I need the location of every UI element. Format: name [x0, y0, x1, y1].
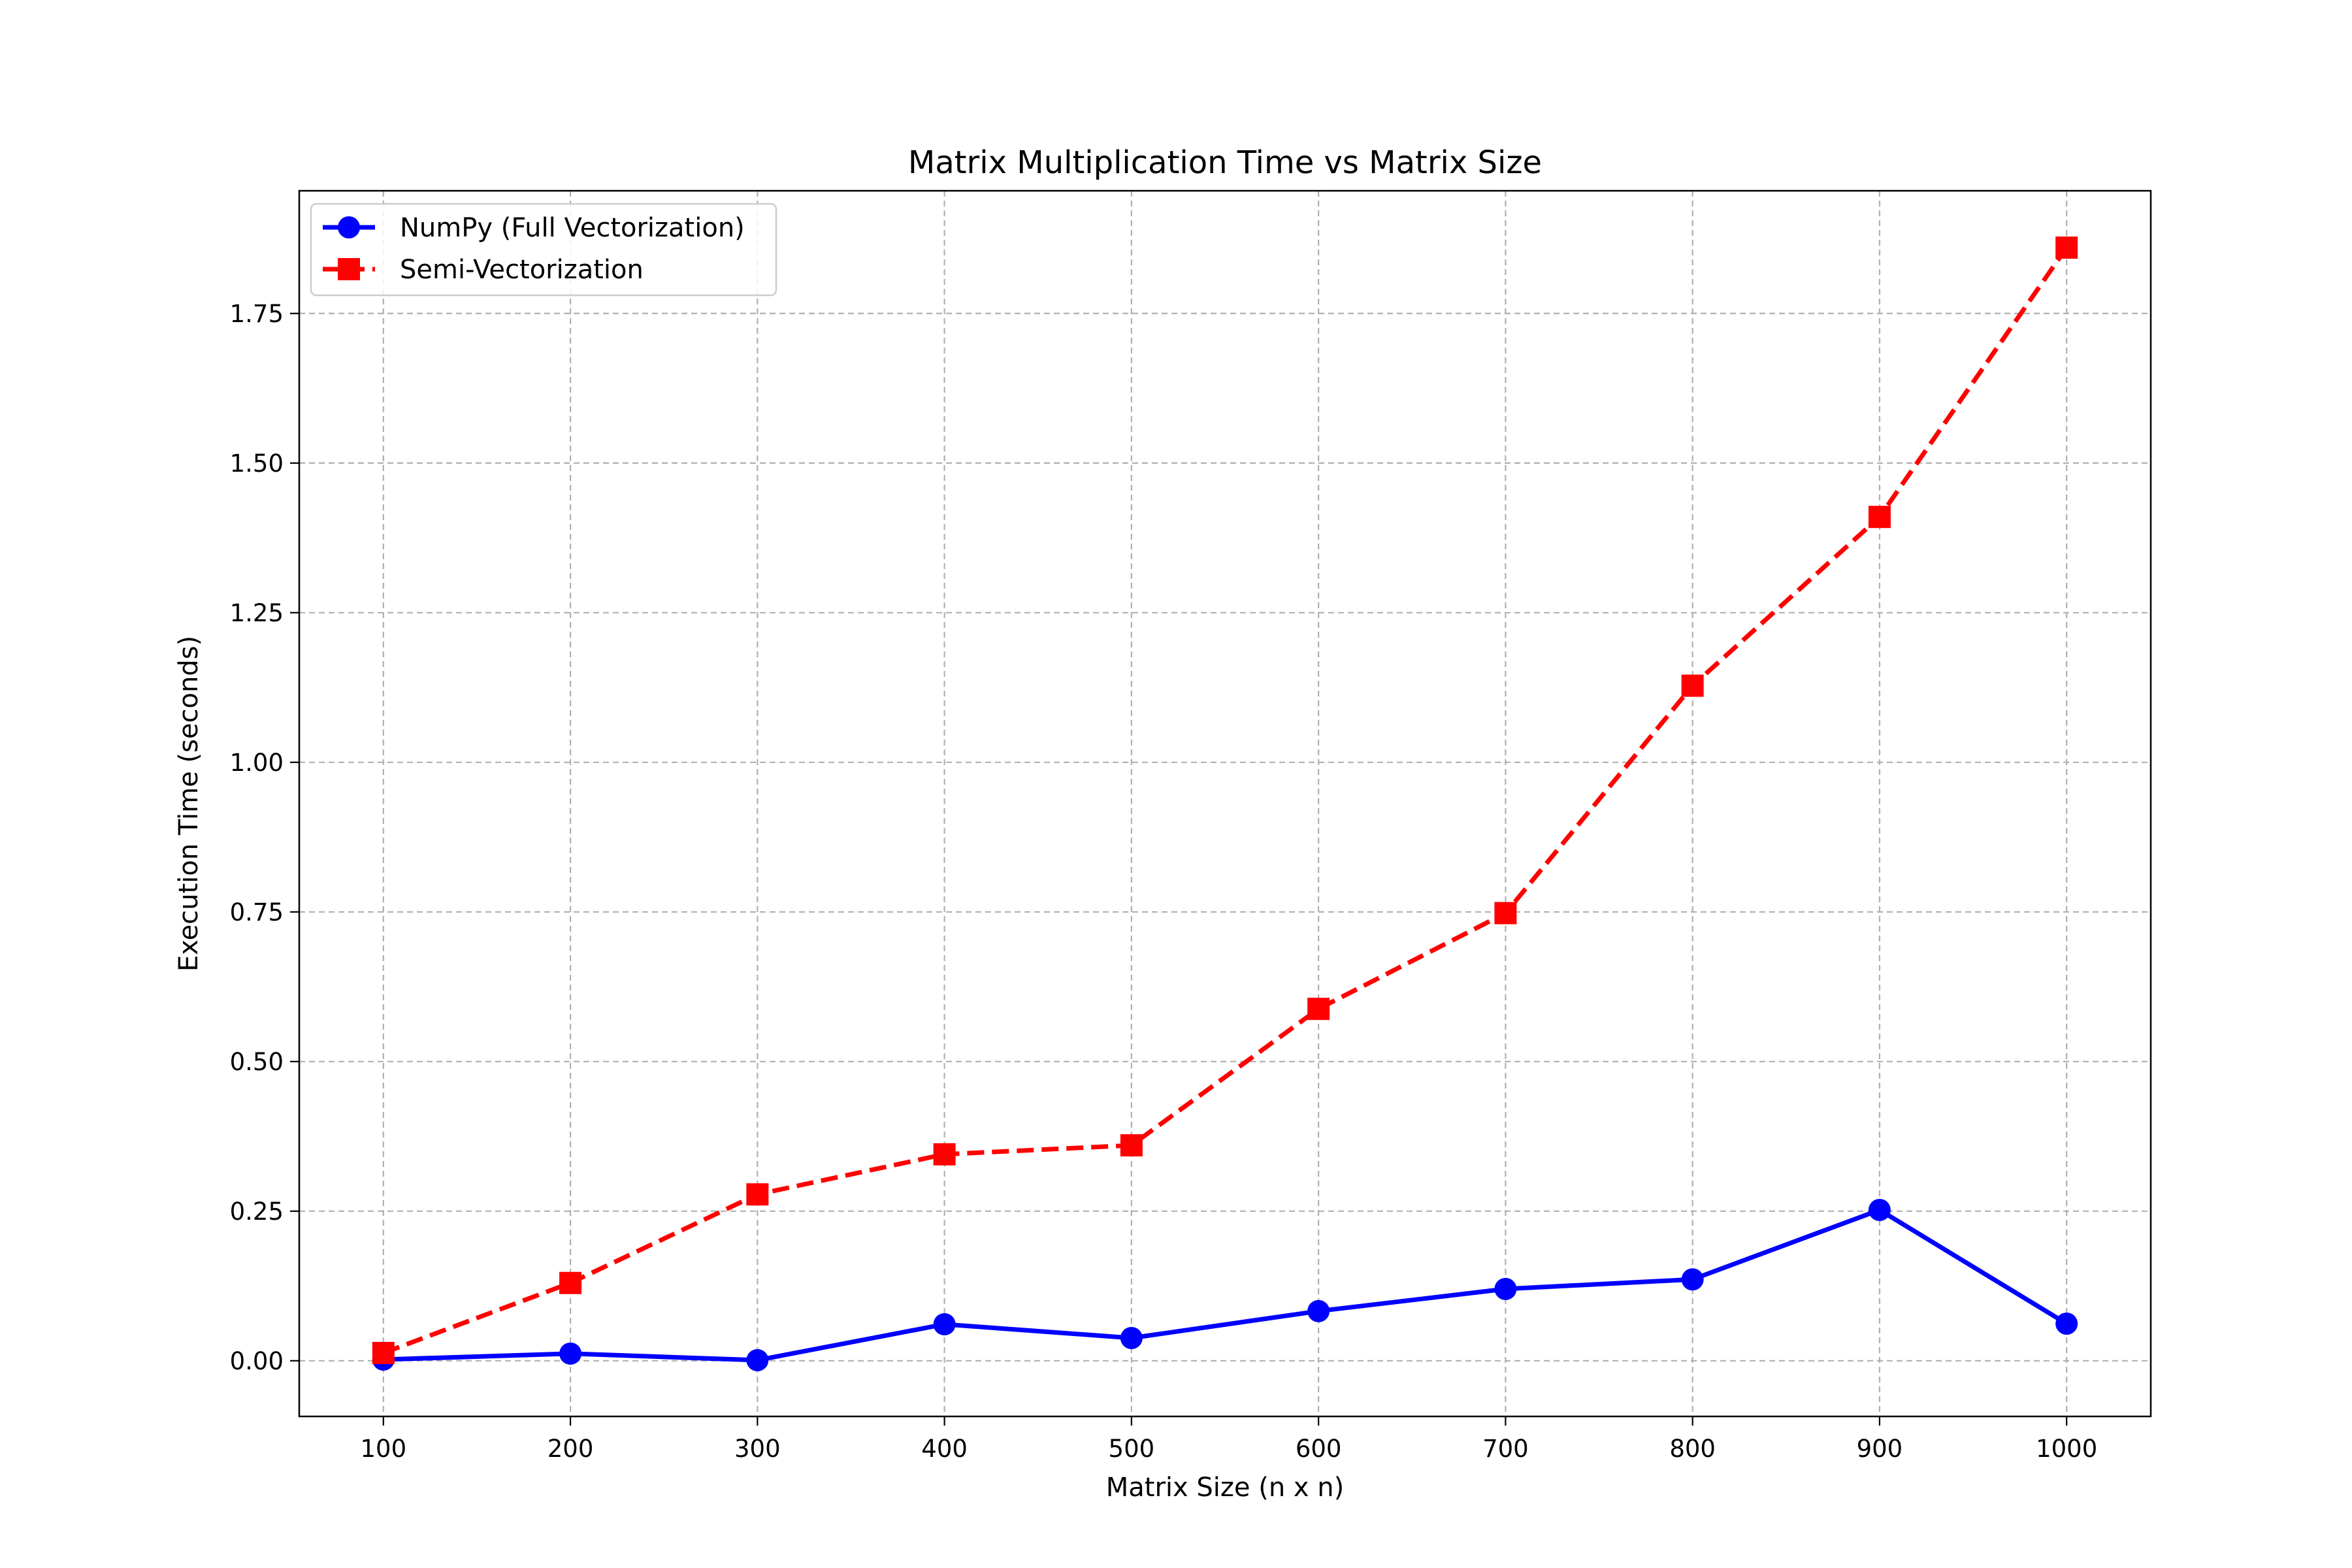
- x-tick-label: 900: [1857, 1435, 1903, 1463]
- data-point: [1681, 674, 1704, 697]
- legend-box: [310, 203, 777, 297]
- data-point: [933, 1313, 956, 1335]
- x-tick-label: 200: [547, 1435, 594, 1463]
- data-point: [1120, 1134, 1143, 1157]
- x-tick-label: 400: [921, 1435, 968, 1463]
- series-1: [372, 1198, 2078, 1371]
- data-point: [1120, 1327, 1143, 1350]
- x-tick-label: 700: [1482, 1435, 1529, 1463]
- data-point: [933, 1143, 956, 1166]
- data-point: [1868, 506, 1891, 529]
- y-axis-label: Execution Time (seconds): [174, 636, 204, 972]
- y-tick-label: 1.00: [230, 749, 284, 777]
- y-tick-label: 0.00: [230, 1347, 284, 1375]
- x-tick-label: 1000: [2036, 1435, 2097, 1463]
- legend: NumPy (Full Vectorization) Semi-Vectoriza…: [310, 203, 777, 297]
- chart-title: Matrix Multiplication Time vs Matrix Siz…: [908, 144, 1542, 181]
- legend-item: Semi-Vectorization: [323, 255, 644, 285]
- data-point: [2055, 1313, 2078, 1335]
- legend-label: NumPy (Full Vectorization): [400, 213, 745, 243]
- y-axis-ticks: 0.00 0.25 0.50 0.75 1.00 1.25 1.50 1.75: [230, 300, 299, 1375]
- data-point: [1681, 1268, 1704, 1291]
- x-tick-label: 100: [361, 1435, 407, 1463]
- x-tick-label: 800: [1669, 1435, 1716, 1463]
- x-tick-label: 600: [1296, 1435, 1342, 1463]
- data-point: [1868, 1198, 1891, 1221]
- grid: [299, 191, 2151, 1416]
- legend-marker: [338, 258, 360, 280]
- legend-item: NumPy (Full Vectorization): [323, 213, 745, 243]
- y-tick-label: 1.50: [230, 449, 284, 478]
- data-point: [2055, 237, 2078, 259]
- x-tick-label: 300: [734, 1435, 781, 1463]
- series-line: [383, 1207, 2068, 1363]
- data-point: [372, 1341, 395, 1364]
- data-point: [559, 1342, 582, 1365]
- data-point: [746, 1183, 769, 1206]
- y-tick-label: 0.25: [230, 1198, 284, 1226]
- data-point: [1494, 902, 1517, 924]
- x-tick-label: 500: [1109, 1435, 1155, 1463]
- x-axis-label: Matrix Size (n x n): [1106, 1473, 1345, 1503]
- y-tick-label: 1.25: [230, 599, 284, 627]
- data-point: [746, 1348, 769, 1371]
- series-layer: [372, 237, 2078, 1371]
- series-line: [382, 246, 2069, 1356]
- data-point: [1307, 1299, 1330, 1322]
- legend-marker: [338, 216, 360, 238]
- x-axis-ticks: 100 200 300 400 500 600 700 800 900 1000: [361, 1416, 2097, 1463]
- data-point: [559, 1271, 582, 1294]
- y-tick-label: 0.50: [230, 1048, 284, 1076]
- legend-label: Semi-Vectorization: [400, 255, 644, 285]
- y-tick-label: 1.75: [230, 300, 284, 328]
- series-2: [372, 237, 2078, 1364]
- plot-frame: [298, 189, 2152, 1418]
- y-tick-label: 0.75: [230, 898, 284, 926]
- data-point: [1494, 1277, 1517, 1300]
- data-point: [1307, 998, 1330, 1021]
